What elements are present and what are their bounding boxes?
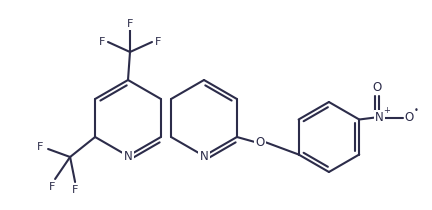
Text: N: N <box>124 150 132 163</box>
Text: F: F <box>155 37 161 47</box>
Text: O: O <box>405 111 414 124</box>
Text: F: F <box>49 182 55 192</box>
Text: N: N <box>375 111 384 124</box>
Text: F: F <box>72 185 78 195</box>
Text: +: + <box>383 106 390 115</box>
Text: F: F <box>127 19 133 29</box>
Text: N: N <box>200 150 208 163</box>
Text: O: O <box>372 81 382 94</box>
Text: F: F <box>99 37 105 47</box>
Text: O: O <box>255 135 264 148</box>
Text: F: F <box>37 142 43 152</box>
Text: •: • <box>414 106 419 115</box>
